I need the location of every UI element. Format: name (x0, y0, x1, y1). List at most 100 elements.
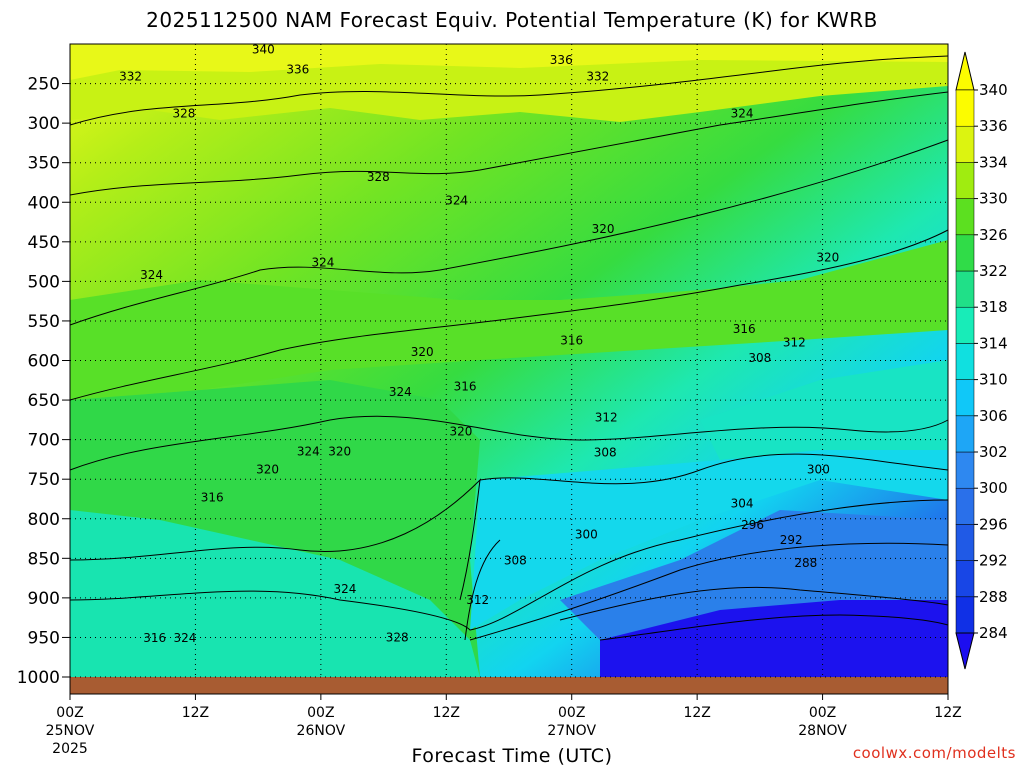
colorbar-label-310: 310 (979, 371, 1008, 389)
contour-label-25: 320 (256, 463, 279, 477)
y-tick-label-850: 850 (28, 549, 60, 569)
colorbar: 284 288 292 296 300 302 306 310 314 318 322 326 330 3… (955, 51, 1008, 670)
contour-label-12: 320 (816, 251, 839, 265)
source-credit: coolwx.com/modelts (852, 744, 1016, 762)
contour-label-24: 308 (594, 445, 617, 459)
contour-label-11: 324 (140, 268, 163, 282)
y-tick-label-600: 600 (28, 352, 60, 372)
contour-label-0: 340 (252, 43, 275, 57)
colorbar-segment-284 (955, 596, 975, 634)
x-tick-label-36: 12Z (433, 705, 460, 721)
contour-label-31: 292 (780, 533, 803, 547)
colorbar-segment-322 (955, 234, 975, 272)
colorbar-segment-318 (955, 270, 975, 308)
y-tick-label-300: 300 (28, 114, 60, 134)
contour-line-308 (69, 499, 949, 631)
contour-label-14: 316 (560, 334, 583, 348)
theta-e-lower-teal (70, 510, 480, 677)
contour-line-300 (469, 542, 949, 641)
colorbar-segment-306 (955, 379, 975, 417)
x-tick-label-0: 00Z (56, 705, 83, 721)
contour-label-23: 320 (328, 444, 351, 458)
theta-e-top-band (70, 44, 948, 80)
contour-label-9: 320 (592, 222, 615, 236)
y-tick-label-500: 500 (28, 272, 60, 292)
colorbar-segment-292 (955, 524, 975, 561)
contour-label-7: 328 (367, 170, 390, 184)
x-tick-date-48: 27NOV (547, 723, 596, 739)
contour-label-38: 324 (174, 631, 197, 645)
contour-label-15: 312 (783, 335, 806, 349)
contour-label-3: 332 (119, 69, 142, 83)
contour-label-6: 324 (731, 107, 754, 121)
colorbar-label-306: 306 (979, 407, 1008, 425)
x-tick-date-72: 28NOV (798, 723, 847, 739)
colorbar-label-334: 334 (979, 153, 1008, 171)
x-axis-title: Forecast Time (UTC) (411, 745, 613, 767)
contour-line-324 (69, 139, 949, 326)
x-tick-label-24: 00Z (307, 705, 334, 721)
x-tick-label-12: 12Z (182, 705, 209, 721)
ground-band (70, 677, 948, 694)
y-tick-label-900: 900 (28, 589, 60, 609)
colorbar-label-314: 314 (979, 334, 1008, 352)
contour-labels-layer: 340 336 336 332 332 328 324 328 324 320 324 324 320 3… (119, 43, 839, 646)
colorbar-label-340: 340 (979, 81, 1008, 99)
y-tick-label-700: 700 (28, 431, 60, 451)
theta-e-deep-blue (600, 600, 948, 677)
y-tick-label-650: 650 (28, 391, 60, 411)
colorbar-label-330: 330 (979, 190, 1008, 208)
contour-label-18: 316 (454, 380, 477, 394)
y-tick-label-750: 750 (28, 470, 60, 490)
colorbar-label-322: 322 (979, 262, 1008, 280)
colorbar-label-318: 318 (979, 298, 1008, 316)
x-tick-label-60: 12Z (683, 705, 710, 721)
y-tick-label-950: 950 (28, 628, 60, 648)
x-tick-date-0: 25NOV (46, 723, 95, 739)
contour-label-35: 312 (466, 593, 489, 607)
contour-label-19: 324 (389, 385, 412, 399)
colorbar-segment-330 (955, 162, 975, 199)
colorbar-segment-334 (955, 125, 975, 163)
colorbar-label-292: 292 (979, 552, 1008, 570)
x-tick-date-24: 26NOV (297, 723, 346, 739)
y-axis: 250 300 350 400 450 500 550 600 650 700 750 800 850 9… (17, 75, 70, 688)
contour-line-frontal-zone (459, 479, 501, 641)
contour-label-27: 316 (201, 490, 224, 504)
colorbar-label-296: 296 (979, 515, 1008, 533)
contour-line-332 (69, 55, 949, 126)
colorbar-segment-326 (955, 198, 975, 236)
contour-label-10: 324 (311, 255, 334, 269)
contour-line-288 (599, 614, 949, 641)
colorbar-label-300: 300 (979, 479, 1008, 497)
contour-label-22: 324 (297, 444, 320, 458)
contour-label-4: 332 (586, 69, 609, 83)
contour-label-1: 336 (550, 53, 573, 67)
contour-label-2: 336 (286, 62, 309, 76)
x-tick-year-0: 2025 (52, 741, 88, 757)
colorbar-label-302: 302 (979, 443, 1008, 461)
contour-line-316 (69, 415, 949, 471)
contour-line-312 (69, 453, 949, 561)
colorbar-segment-288 (955, 560, 975, 598)
colorbar-top-arrow (955, 51, 975, 91)
colorbar-bottom-arrow (955, 632, 975, 670)
contour-label-34: 324 (333, 582, 356, 596)
y-tick-label-350: 350 (28, 154, 60, 174)
contour-label-28: 304 (731, 497, 754, 511)
contour-label-26: 300 (807, 463, 830, 477)
colorbar-segment-310 (955, 343, 975, 380)
colorbar-label-336: 336 (979, 117, 1008, 135)
contour-line-292 (559, 586, 949, 621)
contour-label-33: 308 (504, 554, 527, 568)
x-tick-label-72: 00Z (809, 705, 836, 721)
y-tick-label-550: 550 (28, 312, 60, 332)
colorbar-segment-296 (955, 487, 975, 525)
colorbar-segment-302 (955, 415, 975, 453)
colorbar-segment-336 (955, 89, 975, 127)
colorbar-label-284: 284 (979, 624, 1008, 642)
colorbar-segment-300 (955, 451, 975, 489)
theta-e-mid-band (70, 240, 948, 400)
contour-label-16: 308 (748, 351, 771, 365)
